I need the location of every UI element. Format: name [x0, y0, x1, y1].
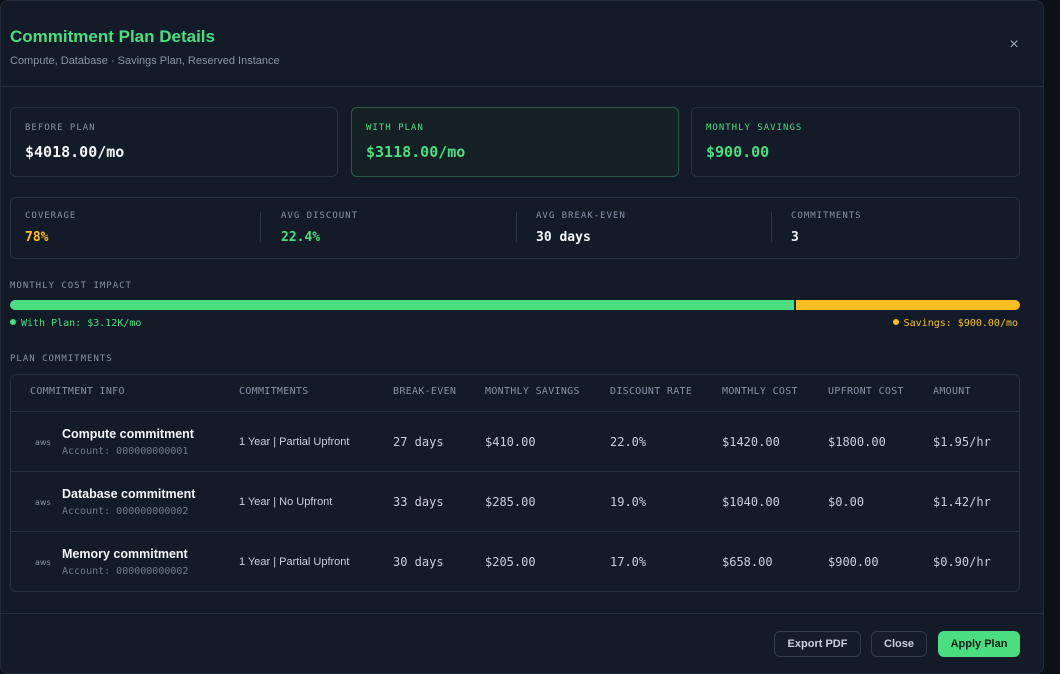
- legend-with-plan-text: With Plan: $3.12K/mo: [21, 318, 142, 329]
- green-dot-icon: [10, 319, 16, 325]
- summary-card-with-plan: WITH PLAN $3118.00/mo: [351, 107, 679, 177]
- column-header: DISCOUNT RATE: [610, 386, 693, 397]
- stat-commitments: COMMITMENTS 3: [777, 198, 1017, 258]
- summary-card-savings: MONTHLY SAVINGS $900.00: [691, 107, 1020, 177]
- column-header: MONTHLY SAVINGS: [485, 386, 580, 397]
- close-icon[interactable]: ×: [1009, 36, 1019, 53]
- summary-value: $3118.00/mo: [366, 143, 466, 161]
- column-header: COMMITMENTS: [239, 386, 309, 397]
- commitment-name: Compute commitment: [62, 427, 194, 441]
- column-header: MONTHLY COST: [722, 386, 798, 397]
- summary-label: WITH PLAN: [366, 123, 424, 133]
- stats-panel: COVERAGE 78% AVG DISCOUNT 22.4% AVG BREA…: [10, 197, 1020, 259]
- commitment-term: 1 Year | No Upfront: [239, 496, 333, 508]
- stat-avg-break-even: AVG BREAK-EVEN 30 days: [522, 198, 772, 258]
- savings-segment: [795, 300, 1020, 310]
- amount: $0.90/hr: [933, 555, 991, 569]
- stat-divider: [516, 212, 517, 242]
- stat-value: 78%: [25, 230, 49, 245]
- stat-divider: [771, 212, 772, 242]
- upfront-cost: $900.00: [828, 555, 879, 569]
- summary-value: $900.00: [706, 143, 770, 161]
- break-even: 27 days: [393, 435, 444, 449]
- discount-rate: 17.0%: [610, 555, 647, 569]
- aws-logo-icon: aws: [35, 498, 51, 507]
- table-header: COMMITMENT INFO COMMITMENTS BREAK-EVEN M…: [11, 375, 1019, 412]
- cost-impact-label: MONTHLY COST IMPACT: [10, 281, 132, 291]
- monthly-cost: $1040.00: [722, 495, 780, 509]
- upfront-cost: $0.00: [828, 495, 865, 509]
- table-row[interactable]: aws Memory commitment Account: 000000000…: [11, 532, 1019, 591]
- legend-savings-text: Savings: $900.00/mo: [903, 318, 1018, 329]
- monthly-savings: $205.00: [485, 555, 536, 569]
- plan-commitments-label: PLAN COMMITMENTS: [10, 354, 113, 364]
- column-header: COMMITMENT INFO: [30, 386, 125, 397]
- commitment-name: Memory commitment: [62, 547, 188, 561]
- stat-value: 3: [791, 230, 799, 245]
- stat-label: AVG BREAK-EVEN: [536, 211, 626, 221]
- stat-label: COVERAGE: [25, 211, 77, 221]
- modal-footer: Export PDF Close Apply Plan: [1, 613, 1043, 673]
- column-header: AMOUNT: [933, 386, 971, 397]
- summary-card-before: BEFORE PLAN $4018.00/mo: [10, 107, 338, 177]
- stat-value: 30 days: [536, 230, 591, 245]
- summary-label: BEFORE PLAN: [25, 123, 96, 133]
- commitment-term: 1 Year | Partial Upfront: [239, 556, 350, 568]
- discount-rate: 22.0%: [610, 435, 647, 449]
- commitments-table: COMMITMENT INFO COMMITMENTS BREAK-EVEN M…: [10, 374, 1020, 592]
- cost-impact-bar: [10, 300, 1020, 310]
- summary-label: MONTHLY SAVINGS: [706, 123, 803, 133]
- summary-value: $4018.00/mo: [25, 143, 125, 161]
- column-header: UPFRONT COST: [828, 386, 904, 397]
- export-pdf-button[interactable]: Export PDF: [774, 631, 861, 657]
- break-even: 30 days: [393, 555, 444, 569]
- apply-plan-button[interactable]: Apply Plan: [938, 631, 1020, 657]
- amount: $1.42/hr: [933, 495, 991, 509]
- stat-label: AVG DISCOUNT: [281, 211, 359, 221]
- monthly-cost: $658.00: [722, 555, 773, 569]
- aws-logo-icon: aws: [35, 438, 51, 447]
- monthly-savings: $410.00: [485, 435, 536, 449]
- monthly-savings: $285.00: [485, 495, 536, 509]
- close-button[interactable]: Close: [871, 631, 927, 657]
- commitment-account: Account: 000000000001: [62, 446, 189, 457]
- break-even: 33 days: [393, 495, 444, 509]
- commitment-account: Account: 000000000002: [62, 566, 189, 577]
- modal-header: Commitment Plan Details Compute, Databas…: [1, 1, 1043, 87]
- modal-subtitle: Compute, Database · Savings Plan, Reserv…: [10, 55, 280, 67]
- commitment-term: 1 Year | Partial Upfront: [239, 436, 350, 448]
- discount-rate: 19.0%: [610, 495, 647, 509]
- monthly-cost: $1420.00: [722, 435, 780, 449]
- stat-value: 22.4%: [281, 230, 321, 245]
- amber-dot-icon: [892, 319, 899, 325]
- legend-savings: Savings: $900.00/mo: [892, 318, 1018, 329]
- amount: $1.95/hr: [933, 435, 991, 449]
- modal-title: Commitment Plan Details: [10, 27, 215, 46]
- upfront-cost: $1800.00: [828, 435, 886, 449]
- with-plan-segment: [10, 300, 794, 310]
- stat-label: COMMITMENTS: [791, 211, 862, 221]
- commitment-account: Account: 000000000002: [62, 506, 189, 517]
- legend-with-plan: With Plan: $3.12K/mo: [10, 318, 141, 329]
- aws-logo-icon: aws: [35, 558, 51, 567]
- stat-divider: [260, 212, 261, 242]
- table-row[interactable]: aws Compute commitment Account: 00000000…: [11, 412, 1019, 472]
- column-header: BREAK-EVEN: [393, 386, 457, 397]
- table-row[interactable]: aws Database commitment Account: 0000000…: [11, 472, 1019, 532]
- commitment-name: Database commitment: [62, 487, 196, 501]
- stat-coverage: COVERAGE 78%: [11, 198, 261, 258]
- stat-avg-discount: AVG DISCOUNT 22.4%: [267, 198, 517, 258]
